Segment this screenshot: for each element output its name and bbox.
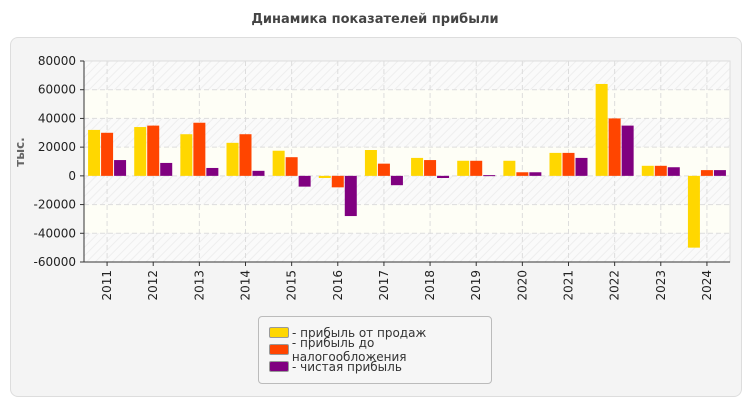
bar-2023-s2 [667,167,680,176]
bar-2016-s1 [331,175,344,188]
y-tick-label: 60000 [38,83,76,97]
legend-swatch [269,344,289,355]
x-tick-label: 2023 [654,270,668,301]
y-tick-label: -40000 [33,226,76,240]
x-tick-label: 2021 [562,270,576,301]
bar-2024-s1 [700,170,713,176]
bar-2021-s0 [549,152,562,176]
legend-item[interactable]: - прибыль от продаж [269,324,491,341]
bar-2018-s2 [437,175,450,179]
y-axis-label: тыс. [13,137,27,166]
x-tick-label: 2017 [377,270,391,301]
bar-2023-s1 [654,165,667,176]
bar-2018-s0 [411,157,424,176]
bar-2020-s2 [529,172,542,176]
x-tick-label: 2012 [146,270,160,301]
bar-2019-s0 [457,160,470,176]
x-tick-label: 2011 [100,270,114,301]
legend-swatch [269,361,289,372]
x-tick-label: 2020 [515,270,529,301]
legend-label: - чистая прибыль [292,359,402,374]
legend: - прибыль от продаж - прибыль до налогооб… [258,316,492,384]
legend-swatch [269,327,289,338]
x-tick-label: 2014 [239,270,253,301]
bar-2021-s2 [575,157,588,176]
legend-item[interactable]: - чистая прибыль [269,358,491,375]
bar-2019-s1 [470,160,483,176]
bar-2017-s1 [377,163,390,176]
bar-2015-s0 [272,150,285,176]
bar-2021-s1 [562,152,575,176]
y-tick-label: 80000 [38,54,76,68]
bar-2011-s2 [114,160,127,176]
bar-2012-s0 [134,127,147,176]
bar-2019-s2 [483,175,496,177]
grid-band [84,204,730,234]
x-tick-label: 2022 [608,270,622,301]
bar-2012-s2 [160,162,173,176]
bar-2024-s2 [713,170,726,176]
x-tick-label: 2015 [285,270,299,301]
grid-band [84,89,730,119]
bar-2012-s1 [147,125,160,176]
bar-2024-s0 [687,175,700,248]
bar-2022-s2 [621,125,634,176]
chart-title: Динамика показателей прибыли [251,12,499,27]
x-tick-label: 2024 [700,270,714,301]
bar-2016-s0 [318,175,331,179]
y-tick-label: -60000 [33,255,76,269]
legend-label: - прибыль от продаж [292,325,427,340]
bar-2014-s0 [226,142,239,176]
bar-2016-s2 [344,175,357,217]
x-tick-label: 2016 [331,270,345,301]
bar-2014-s2 [252,170,265,176]
bar-2022-s1 [608,118,621,176]
bar-2017-s0 [364,150,377,176]
bar-2015-s2 [298,175,311,187]
y-tick-label: 20000 [38,140,76,154]
legend-item[interactable]: - прибыль до налогообложения [269,336,491,364]
x-tick-label: 2018 [423,270,437,301]
bar-2013-s2 [206,167,219,176]
bar-2017-s2 [390,175,403,186]
y-tick-label: 40000 [38,111,76,125]
bar-2020-s0 [503,160,516,176]
bar-2023-s0 [641,165,654,176]
y-tick-label: 0 [68,169,76,183]
x-tick-label: 2019 [469,270,483,301]
bar-2011-s0 [88,129,101,176]
x-tick-label: 2013 [192,270,206,301]
bar-2013-s1 [193,122,206,176]
bar-2013-s0 [180,134,193,176]
bar-2015-s1 [285,157,298,176]
bar-2020-s1 [516,172,529,176]
y-tick-label: -20000 [33,198,76,212]
bar-2011-s1 [101,132,114,176]
legend-label: - прибыль до налогообложения [291,335,407,364]
bar-2018-s1 [424,160,437,176]
bar-2014-s1 [239,134,252,176]
bar-2022-s0 [595,83,608,176]
